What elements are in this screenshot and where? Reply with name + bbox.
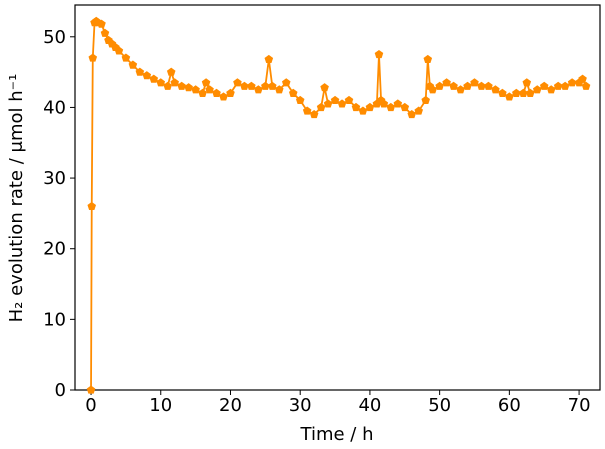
data-marker <box>316 102 326 112</box>
data-marker <box>97 19 106 28</box>
data-marker <box>302 106 312 115</box>
x-tick-label: 20 <box>219 395 242 416</box>
data-marker <box>578 74 587 83</box>
data-marker <box>86 385 96 394</box>
data-marker <box>519 88 528 97</box>
data-line <box>90 20 587 391</box>
data-marker <box>344 95 354 105</box>
data-marker <box>233 78 242 87</box>
y-tick-label: 10 <box>43 309 66 330</box>
data-marker <box>128 60 138 69</box>
data-marker <box>295 95 305 105</box>
data-marker <box>546 85 556 94</box>
data-marker <box>337 99 347 108</box>
data-marker <box>275 85 284 94</box>
data-marker <box>463 81 472 90</box>
x-axis-label: Time / h <box>300 424 374 445</box>
data-marker <box>456 85 465 94</box>
x-tick-label: 50 <box>428 395 451 416</box>
data-marker <box>386 102 396 112</box>
data-marker <box>330 95 340 105</box>
data-marker <box>421 95 430 105</box>
data-marker <box>177 81 186 90</box>
data-marker <box>470 78 479 87</box>
data-marker <box>522 78 532 87</box>
data-marker <box>379 99 389 108</box>
data-marker <box>414 106 423 115</box>
data-marker <box>212 88 221 97</box>
data-marker <box>498 88 507 97</box>
y-tick-label: 30 <box>43 168 66 189</box>
data-marker <box>358 106 368 115</box>
data-marker <box>505 92 514 101</box>
x-tick-label: 70 <box>568 395 591 416</box>
data-marker <box>205 85 214 94</box>
data-marker <box>309 110 319 119</box>
data-marker <box>184 83 193 92</box>
data-marker <box>393 99 403 108</box>
data-marker <box>351 102 361 112</box>
data-marker <box>121 53 131 62</box>
data-marker <box>135 67 145 76</box>
data-marker <box>201 78 211 87</box>
y-tick-label: 0 <box>55 380 66 401</box>
y-tick-label: 50 <box>43 27 66 48</box>
data-marker <box>261 81 270 90</box>
data-marker <box>254 85 263 94</box>
data-marker <box>191 85 200 94</box>
data-marker <box>477 81 486 90</box>
data-marker <box>567 78 577 87</box>
data-marker <box>428 85 437 94</box>
data-marker <box>581 81 591 90</box>
data-marker <box>526 88 535 97</box>
data-marker <box>442 78 451 87</box>
x-tick-label: 30 <box>289 395 312 416</box>
y-tick-label: 20 <box>43 239 66 260</box>
data-marker <box>149 74 159 83</box>
data-marker <box>423 54 433 64</box>
data-marker <box>198 88 207 97</box>
data-marker <box>264 54 274 64</box>
x-tick-label: 0 <box>85 395 96 416</box>
data-marker <box>226 88 235 97</box>
data-marker <box>365 102 375 112</box>
data-marker <box>268 81 277 90</box>
data-marker <box>449 81 458 90</box>
data-marker <box>560 81 570 90</box>
data-marker <box>374 49 384 59</box>
data-marker <box>166 67 176 76</box>
data-marker <box>281 78 291 87</box>
plot-frame <box>74 4 601 391</box>
data-marker <box>400 102 410 112</box>
data-marker <box>323 99 333 108</box>
data-marker <box>163 81 173 90</box>
data-marker <box>219 92 228 101</box>
data-marker <box>247 81 256 90</box>
x-tick-label: 40 <box>358 395 381 416</box>
data-marker <box>484 81 493 90</box>
data-marker <box>156 78 166 87</box>
data-marker <box>532 85 542 94</box>
data-marker <box>240 81 249 90</box>
data-marker <box>553 81 563 90</box>
x-tick-label: 60 <box>498 395 521 416</box>
data-marker <box>491 85 500 94</box>
data-marker <box>87 201 97 210</box>
x-tick-label: 10 <box>149 395 172 416</box>
data-marker <box>539 81 549 90</box>
data-marker <box>288 88 298 97</box>
data-marker <box>320 83 329 92</box>
data-marker <box>170 78 179 87</box>
data-marker <box>407 110 417 119</box>
y-axis-label: H₂ evolution rate / μmol h⁻¹ <box>6 74 27 323</box>
data-marker <box>435 81 444 90</box>
data-marker <box>114 46 124 55</box>
data-marker <box>512 88 521 97</box>
data-marker <box>142 71 152 80</box>
data-marker <box>100 28 110 37</box>
y-tick-label: 40 <box>43 97 66 118</box>
data-marker <box>88 53 98 62</box>
